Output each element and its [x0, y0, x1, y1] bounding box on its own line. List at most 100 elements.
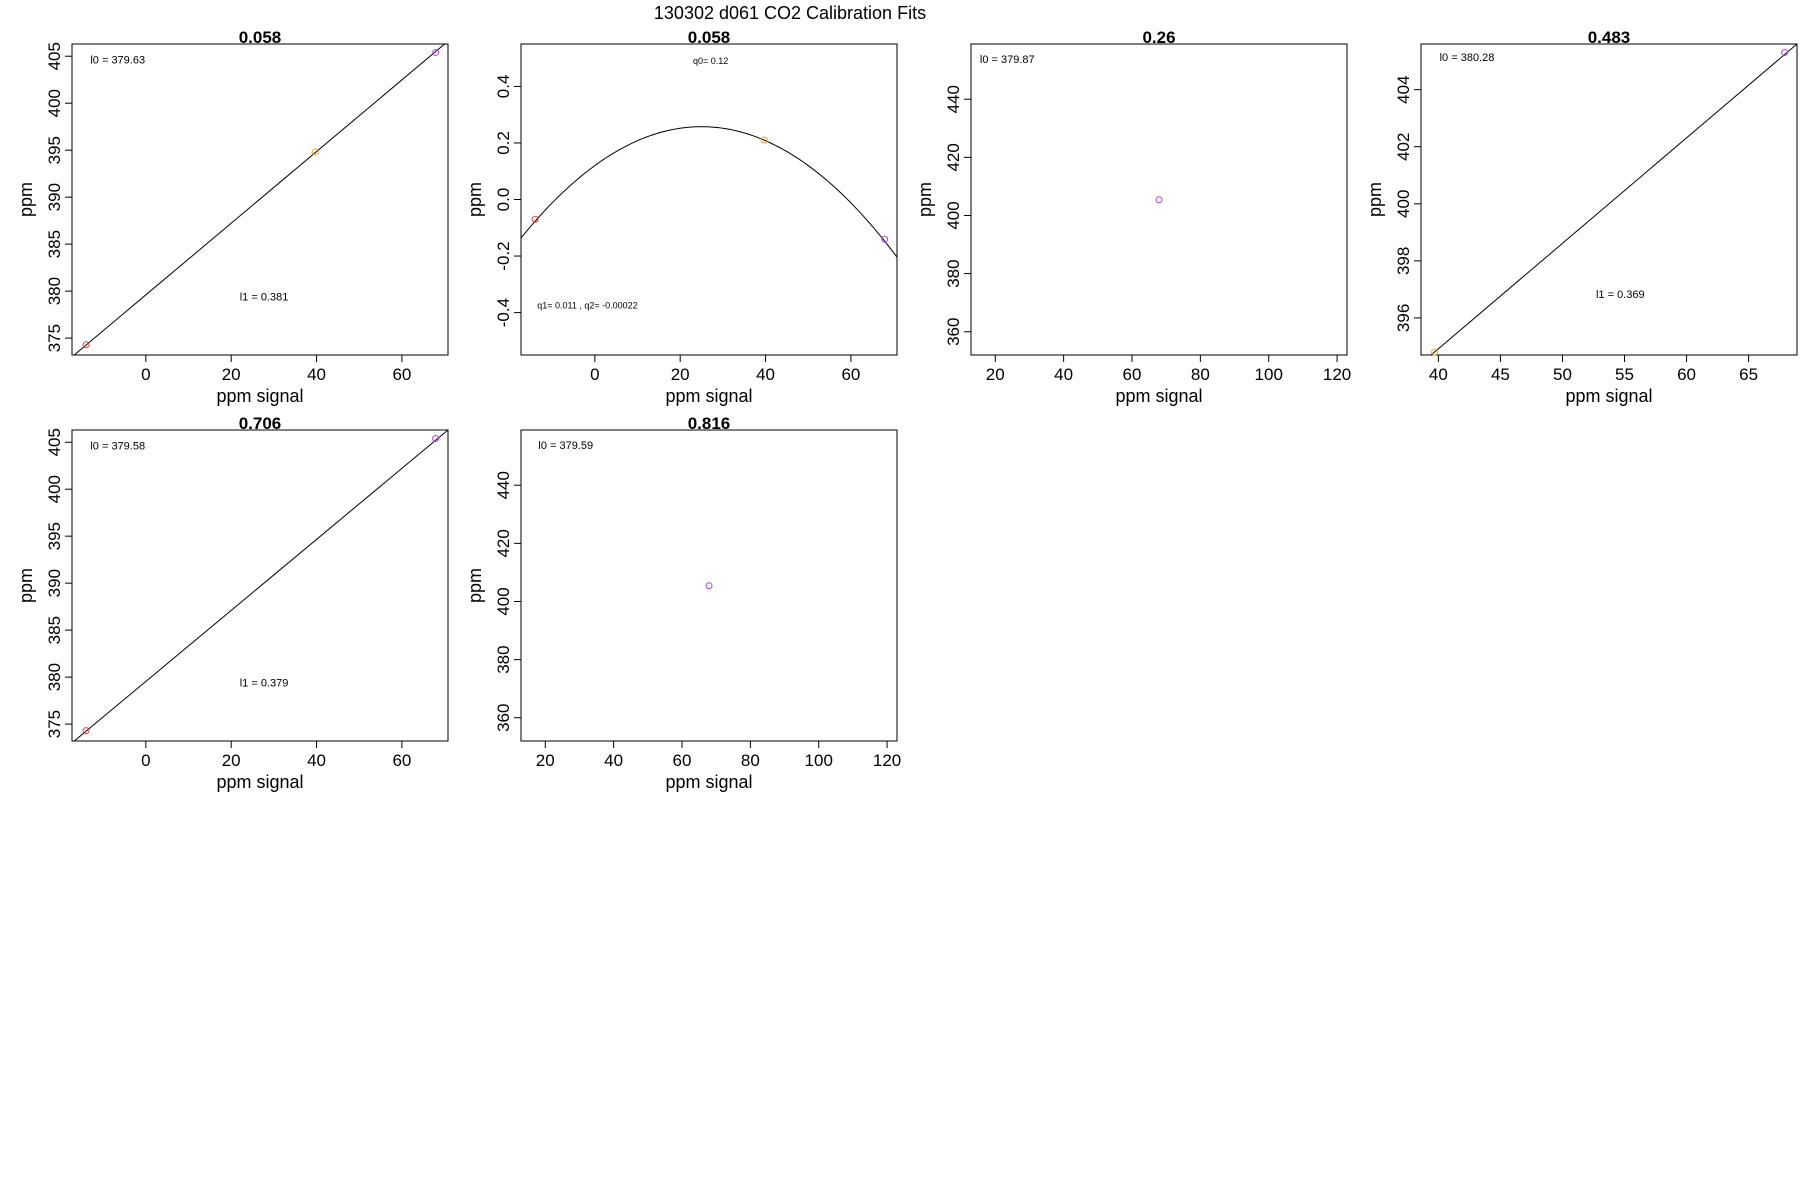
data-point	[82, 341, 90, 349]
x-tick-label: 20	[986, 365, 1005, 384]
fit-annotation: l1 = 0.381	[240, 292, 289, 304]
y-tick-label: 400	[45, 475, 64, 503]
y-tick-label: 420	[944, 143, 963, 171]
y-tick-label: 390	[45, 183, 64, 211]
plot-frame	[970, 43, 1348, 356]
x-tick-label: 80	[1191, 365, 1210, 384]
y-tick-label: 400	[944, 201, 963, 229]
panel-title: 0.058	[239, 28, 282, 47]
x-axis-label: ppm signal	[665, 386, 752, 406]
y-axis-label: ppm	[1365, 182, 1385, 217]
y-tick-label: 398	[1394, 247, 1413, 275]
x-axis-label: ppm signal	[1115, 386, 1202, 406]
x-tick-label: 40	[307, 751, 326, 770]
fit-line	[73, 430, 448, 741]
panel-title: 0.816	[688, 414, 731, 433]
data-point	[531, 215, 539, 223]
fit-line	[73, 44, 446, 355]
x-tick-label: 60	[1123, 365, 1142, 384]
fit-annotation: q1= 0.011 , q2= -0.00022	[537, 300, 637, 310]
plot-frame	[520, 429, 898, 742]
data-point	[432, 48, 440, 56]
y-tick-label: -0.2	[494, 241, 513, 270]
x-tick-label: 60	[392, 751, 411, 770]
x-tick-label: 50	[1553, 365, 1572, 384]
x-axis-label: ppm signal	[216, 772, 303, 792]
y-tick-label: 360	[494, 704, 513, 732]
y-tick-label: 0.2	[494, 131, 513, 155]
fit-line	[1430, 44, 1797, 355]
data-point	[82, 727, 90, 735]
fit-annotation: l0 = 379.59	[538, 440, 593, 452]
panel-5: 0.706 0 20 40 60 375 380 385 390 395 400 405 ppm sig…	[16, 414, 449, 792]
x-tick-label: 60	[673, 751, 692, 770]
x-tick-label: 0	[141, 365, 150, 384]
y-tick-label: 404	[1394, 75, 1413, 103]
y-tick-label: 380	[944, 259, 963, 287]
x-tick-label: 40	[604, 751, 623, 770]
x-tick-label: 20	[222, 751, 241, 770]
data-point	[760, 136, 768, 144]
x-tick-label: 120	[873, 751, 901, 770]
y-axis-label: ppm	[465, 182, 485, 217]
panel-2: 0.058 0 20 40 60 -0.4 -0.2 0.0 0.2 0.4 ppm signal p…	[465, 28, 898, 406]
x-tick-label: 120	[1323, 365, 1351, 384]
x-axis-label: ppm signal	[1565, 386, 1652, 406]
plot-frame	[1420, 43, 1798, 356]
y-tick-label: 375	[45, 710, 64, 738]
y-tick-label: 395	[45, 136, 64, 164]
fit-annotation: l0 = 379.87	[980, 54, 1035, 66]
x-axis-label: ppm signal	[665, 772, 752, 792]
y-tick-label: 400	[45, 89, 64, 117]
y-axis-label: ppm	[16, 182, 36, 217]
fit-annotation: l0 = 380.28	[1440, 52, 1495, 64]
y-tick-label: 440	[494, 471, 513, 499]
panel-title: 0.706	[239, 414, 282, 433]
y-tick-label: 385	[45, 230, 64, 258]
x-tick-label: 0	[590, 365, 599, 384]
panel-title: 0.058	[688, 28, 731, 47]
x-tick-label: 55	[1615, 365, 1634, 384]
fit-annotation: l1 = 0.369	[1596, 289, 1645, 301]
data-point	[705, 582, 713, 590]
x-tick-label: 60	[841, 365, 860, 384]
data-point	[1431, 348, 1439, 356]
panel-4: 0.483 40 45 50 55 60 65 396 398 400 402 404 ppm sign…	[1365, 28, 1798, 406]
fit-annotation: l0 = 379.58	[90, 441, 145, 453]
panel-title: 0.483	[1588, 28, 1631, 47]
y-tick-label: 360	[944, 318, 963, 346]
x-tick-label: 80	[741, 751, 760, 770]
y-tick-label: 375	[45, 324, 64, 352]
x-tick-label: 40	[1054, 365, 1073, 384]
plot-frame	[71, 43, 449, 356]
x-tick-label: 40	[307, 365, 326, 384]
panel-1: 0.058 0 20 40 60 375 380 385 390 395 400 405 ppm sig…	[16, 28, 449, 406]
y-tick-label: 420	[494, 529, 513, 557]
data-point	[311, 148, 319, 156]
y-axis-label: ppm	[915, 182, 935, 217]
y-tick-label: 380	[494, 645, 513, 673]
data-point	[1155, 196, 1163, 204]
y-tick-label: 402	[1394, 133, 1413, 161]
x-tick-label: 65	[1739, 365, 1758, 384]
y-tick-label: 380	[45, 663, 64, 691]
y-axis-label: ppm	[465, 568, 485, 603]
y-tick-label: 395	[45, 522, 64, 550]
data-point	[432, 434, 440, 442]
x-axis-label: ppm signal	[216, 386, 303, 406]
y-tick-label: 400	[1394, 190, 1413, 218]
y-tick-label: 0.0	[494, 188, 513, 212]
panel-title: 0.26	[1142, 28, 1175, 47]
plot-frame	[71, 429, 449, 742]
data-point	[881, 235, 889, 243]
fit-annotation: l1 = 0.379	[240, 678, 289, 690]
x-tick-label: 40	[756, 365, 775, 384]
y-tick-label: 396	[1394, 304, 1413, 332]
fit-annotation: q0= 0.12	[693, 56, 728, 66]
fit-annotation: l0 = 379.63	[90, 55, 145, 67]
fit-line	[521, 126, 897, 258]
x-tick-label: 60	[1677, 365, 1696, 384]
x-tick-label: 100	[805, 751, 833, 770]
